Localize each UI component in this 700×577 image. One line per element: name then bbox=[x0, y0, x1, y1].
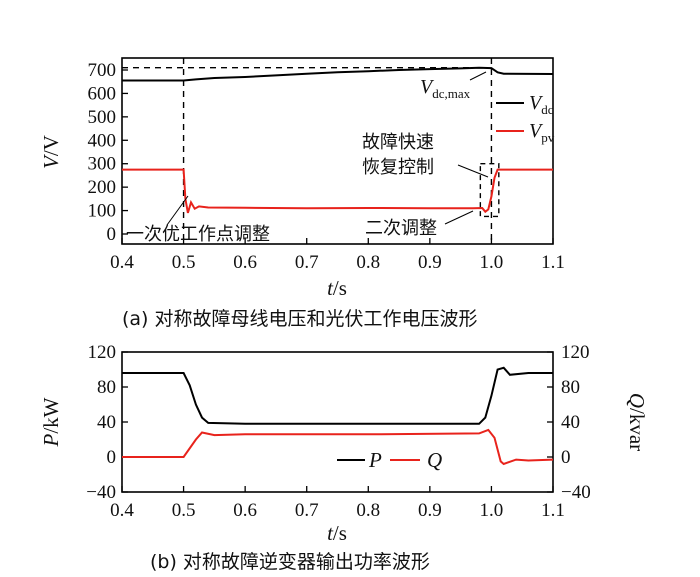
panel-a-frame bbox=[121, 57, 554, 245]
panel-b-xlabel: t/s bbox=[327, 521, 347, 545]
annotation-second-adjust: 二次调整 bbox=[365, 218, 437, 239]
y-tick-label-right: −40 bbox=[561, 482, 591, 503]
y-tick-label: 0 bbox=[107, 447, 117, 468]
panel-a-xlabel: t/s bbox=[327, 276, 347, 300]
x-tick-label: 0.7 bbox=[295, 252, 319, 273]
series-line-vdc bbox=[122, 66, 554, 82]
annotation-recovery-line2: 恢复控制 bbox=[362, 157, 434, 178]
vdc-max-leader bbox=[469, 71, 487, 81]
legend-q-label: Q bbox=[427, 448, 442, 472]
series-line-q bbox=[122, 428, 554, 466]
annotation-first-adjust: 一次优工作点调整 bbox=[126, 224, 270, 245]
y-tick-label: 100 bbox=[88, 201, 117, 222]
y-tick-label: −40 bbox=[86, 482, 116, 503]
x-tick-label: 0.5 bbox=[172, 252, 196, 273]
annotation-vdc-max: Vdc,max bbox=[420, 76, 471, 101]
y-tick-label: 600 bbox=[88, 83, 117, 104]
first-adjust-leader bbox=[166, 195, 189, 226]
y-tick-label: 500 bbox=[88, 107, 117, 128]
panel-b-caption: (b) 对称故障逆变器输出功率波形 bbox=[150, 551, 430, 573]
y-tick-label: 80 bbox=[97, 377, 116, 398]
y-tick-label: 300 bbox=[88, 154, 117, 175]
x-tick-label: 1.1 bbox=[541, 252, 565, 273]
recovery-dashed-box bbox=[479, 163, 500, 218]
panel-a-caption: (a) 对称故障母线电压和光伏工作电压波形 bbox=[122, 308, 478, 330]
x-tick-label: 1.0 bbox=[480, 252, 504, 273]
panel-b-legend: P Q bbox=[337, 448, 442, 472]
x-tick-label: 0.9 bbox=[418, 252, 442, 273]
panel-a-x-ticks: 0.4 0.5 0.6 0.7 0.8 0.9 1.0 1.1 bbox=[110, 238, 565, 273]
x-tick-label: 0.6 bbox=[233, 500, 257, 521]
panel-a-legend: Vdc Vpv bbox=[496, 92, 555, 145]
x-tick-label: 0.4 bbox=[110, 500, 134, 521]
y-tick-label: 700 bbox=[88, 60, 117, 81]
recovery-leader bbox=[457, 164, 489, 178]
x-tick-label: 0.8 bbox=[356, 252, 380, 273]
legend-p-label: P bbox=[368, 448, 382, 472]
y-tick-label-right: 0 bbox=[561, 447, 571, 468]
series-line-vpv bbox=[122, 168, 553, 214]
y-tick-label-right: 40 bbox=[561, 412, 580, 433]
panel-b-x-ticks: 0.4 0.5 0.6 0.7 0.8 0.9 1.0 1.1 bbox=[110, 486, 565, 521]
y-tick-label: 120 bbox=[88, 342, 117, 363]
legend-vpv-label: Vpv bbox=[529, 120, 555, 145]
series-line-p bbox=[122, 366, 553, 425]
x-tick-label: 1.0 bbox=[480, 500, 504, 521]
x-tick-label: 0.4 bbox=[110, 252, 134, 273]
x-tick-label: 0.5 bbox=[172, 500, 196, 521]
panel-b-frame bbox=[121, 351, 554, 493]
panel-b-ylabel-right: Q/kvar bbox=[625, 393, 649, 451]
x-tick-label: 0.9 bbox=[418, 500, 442, 521]
annotation-recovery-line1: 故障快速 bbox=[362, 132, 434, 153]
legend-vdc-label: Vdc bbox=[529, 92, 554, 117]
y-tick-label: 40 bbox=[97, 412, 116, 433]
x-tick-label: 0.6 bbox=[233, 252, 257, 273]
y-tick-label: 0 bbox=[107, 224, 117, 245]
panel-a-ylabel: V/V bbox=[39, 135, 63, 169]
y-tick-label-right: 120 bbox=[561, 342, 590, 363]
x-tick-label: 0.7 bbox=[295, 500, 319, 521]
x-tick-label: 1.1 bbox=[541, 500, 565, 521]
y-tick-label: 200 bbox=[88, 177, 117, 198]
y-tick-label-right: 80 bbox=[561, 377, 580, 398]
x-tick-label: 0.8 bbox=[356, 500, 380, 521]
second-adjust-leader bbox=[444, 210, 474, 225]
panel-b-ylabel-left: P/kW bbox=[39, 397, 63, 447]
y-tick-label: 400 bbox=[88, 130, 117, 151]
panel-b-y-ticks: −40 −40 0 0 40 40 80 80 120 120 bbox=[86, 342, 590, 503]
